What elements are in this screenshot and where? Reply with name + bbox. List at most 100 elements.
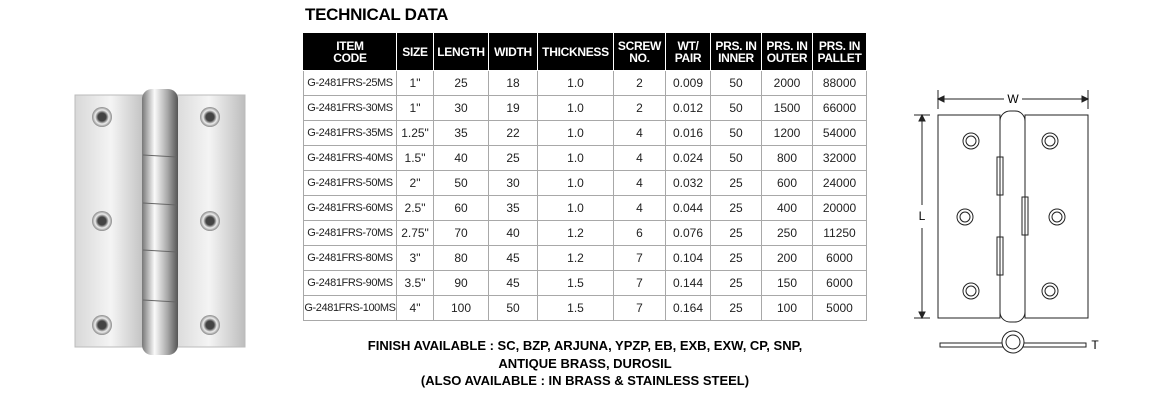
table-row: G-2481FRS-70MS 2.75" 70 40 1.2 6 0.076 25 250 112… xyxy=(303,220,867,246)
spec-table: ITEM CODE SIZE LENGTH WIDTH THICKNESS SCREW NO.… xyxy=(303,33,867,321)
header-line: PRS. IN xyxy=(766,38,808,53)
table-cell: G-2481FRS-90MS xyxy=(303,270,397,296)
table-cell: 0.009 xyxy=(665,70,711,96)
table-cell: 100 xyxy=(433,295,489,321)
table-cell: 11250 xyxy=(812,220,867,246)
column-header: SIZE xyxy=(396,33,434,71)
table-cell: 400 xyxy=(761,195,813,221)
table-cell: 50 xyxy=(433,170,489,196)
table-cell: 25 xyxy=(433,70,489,96)
table-cell: 45 xyxy=(488,245,538,271)
table-row: G-2481FRS-35MS 1.25" 35 22 1.0 4 0.016 50 1200 54… xyxy=(303,120,867,146)
table-cell: 1.5 xyxy=(537,270,614,296)
table-cell: G-2481FRS-25MS xyxy=(303,70,397,96)
table-cell: 40 xyxy=(433,145,489,171)
table-cell: 0.044 xyxy=(665,195,711,221)
table-cell: 0.144 xyxy=(665,270,711,296)
table-cell: 70 xyxy=(433,220,489,246)
table-cell: G-2481FRS-70MS xyxy=(303,220,397,246)
table-cell: 6 xyxy=(613,220,666,246)
header-line: PAIR xyxy=(674,50,702,65)
table-cell: 60 xyxy=(433,195,489,221)
table-cell: 1.2 xyxy=(537,245,614,271)
table-cell: 0.164 xyxy=(665,295,711,321)
header-line: THICKNESS xyxy=(542,44,609,59)
table-row: G-2481FRS-100MS 4" 100 50 1.5 7 0.164 25 100 5000 xyxy=(303,295,867,321)
table-cell: 3" xyxy=(396,245,434,271)
table-cell: 2.75" xyxy=(396,220,434,246)
column-header: WIDTH xyxy=(488,33,538,71)
table-cell: 4 xyxy=(613,145,666,171)
table-cell: 1200 xyxy=(761,120,813,146)
header-line: ITEM xyxy=(336,38,364,53)
table-cell: 50 xyxy=(710,70,762,96)
header-line: WT/ xyxy=(677,38,699,53)
table-cell: 54000 xyxy=(812,120,867,146)
table-cell: 6000 xyxy=(812,270,867,296)
column-header: PRS. IN OUTER xyxy=(761,33,813,71)
table-cell: 1.5" xyxy=(396,145,434,171)
table-cell: G-2481FRS-100MS xyxy=(303,295,397,321)
note-line: FINISH AVAILABLE : SC, BZP, ARJUNA, YPZP… xyxy=(367,338,803,353)
table-body: G-2481FRS-25MS 1" 25 18 1.0 2 0.009 50 2000 88000… xyxy=(303,70,867,321)
header-line: LENGTH xyxy=(437,44,485,59)
table-row: G-2481FRS-90MS 3.5" 90 45 1.5 7 0.144 25 150 6000 xyxy=(303,270,867,296)
table-cell: 100 xyxy=(761,295,813,321)
table-cell: 32000 xyxy=(812,145,867,171)
thickness-label: T xyxy=(1091,338,1099,352)
header-line: SIZE xyxy=(402,44,428,59)
table-cell: 0.024 xyxy=(665,145,711,171)
table-cell: 88000 xyxy=(812,70,867,96)
table-cell: 1500 xyxy=(761,95,813,121)
table-cell: 2 xyxy=(613,95,666,121)
table-cell: 50 xyxy=(710,120,762,146)
table-cell: 1.25" xyxy=(396,120,434,146)
table-cell: 200 xyxy=(761,245,813,271)
table-cell: 1" xyxy=(396,70,434,96)
table-row: G-2481FRS-25MS 1" 25 18 1.0 2 0.009 50 2000 88000 xyxy=(303,70,867,96)
table-cell: 4" xyxy=(396,295,434,321)
table-cell: 2000 xyxy=(761,70,813,96)
table-cell: 7 xyxy=(613,295,666,321)
table-cell: G-2481FRS-60MS xyxy=(303,195,397,221)
column-header: PRS. IN INNER xyxy=(710,33,762,71)
table-cell: 50 xyxy=(710,145,762,171)
header-line: INNER xyxy=(718,50,754,65)
table-cell: 40 xyxy=(488,220,538,246)
table-cell: 5000 xyxy=(812,295,867,321)
table-row: G-2481FRS-50MS 2" 50 30 1.0 4 0.032 25 600 24000 xyxy=(303,170,867,196)
table-row: G-2481FRS-40MS 1.5" 40 25 1.0 4 0.024 50 800 3200… xyxy=(303,145,867,171)
table-cell: G-2481FRS-50MS xyxy=(303,170,397,196)
table-cell: 25 xyxy=(710,270,762,296)
finish-notes: FINISH AVAILABLE : SC, BZP, ARJUNA, YPZP… xyxy=(303,337,867,390)
header-line: PRS. IN xyxy=(818,38,861,53)
table-cell: 7 xyxy=(613,245,666,271)
column-header: ITEM CODE xyxy=(303,33,397,71)
table-cell: 1.0 xyxy=(537,120,614,146)
table-cell: 1.0 xyxy=(537,195,614,221)
table-cell: 7 xyxy=(613,270,666,296)
table-cell: 2" xyxy=(396,170,434,196)
header-line: CODE xyxy=(333,50,367,65)
title: TECHNICAL DATA xyxy=(305,5,449,24)
table-cell: 19 xyxy=(488,95,538,121)
table-cell: 2 xyxy=(613,70,666,96)
table-cell: 35 xyxy=(488,195,538,221)
table-cell: 45 xyxy=(488,270,538,296)
table-cell: 30 xyxy=(488,170,538,196)
table-row: G-2481FRS-80MS 3" 80 45 1.2 7 0.104 25 200 6000 xyxy=(303,245,867,271)
table-cell: 1.0 xyxy=(537,95,614,121)
table-cell: G-2481FRS-30MS xyxy=(303,95,397,121)
column-header: LENGTH xyxy=(433,33,489,71)
table-cell: 0.012 xyxy=(665,95,711,121)
header-line: WIDTH xyxy=(494,44,532,59)
table-cell: 0.076 xyxy=(665,220,711,246)
table-cell: G-2481FRS-80MS xyxy=(303,245,397,271)
table-cell: 18 xyxy=(488,70,538,96)
header-line: NO. xyxy=(629,50,650,65)
table-cell: 25 xyxy=(488,145,538,171)
table-cell: 600 xyxy=(761,170,813,196)
table-cell: 66000 xyxy=(812,95,867,121)
column-header: WT/PAIR xyxy=(665,33,711,71)
table-cell: 2.5" xyxy=(396,195,434,221)
